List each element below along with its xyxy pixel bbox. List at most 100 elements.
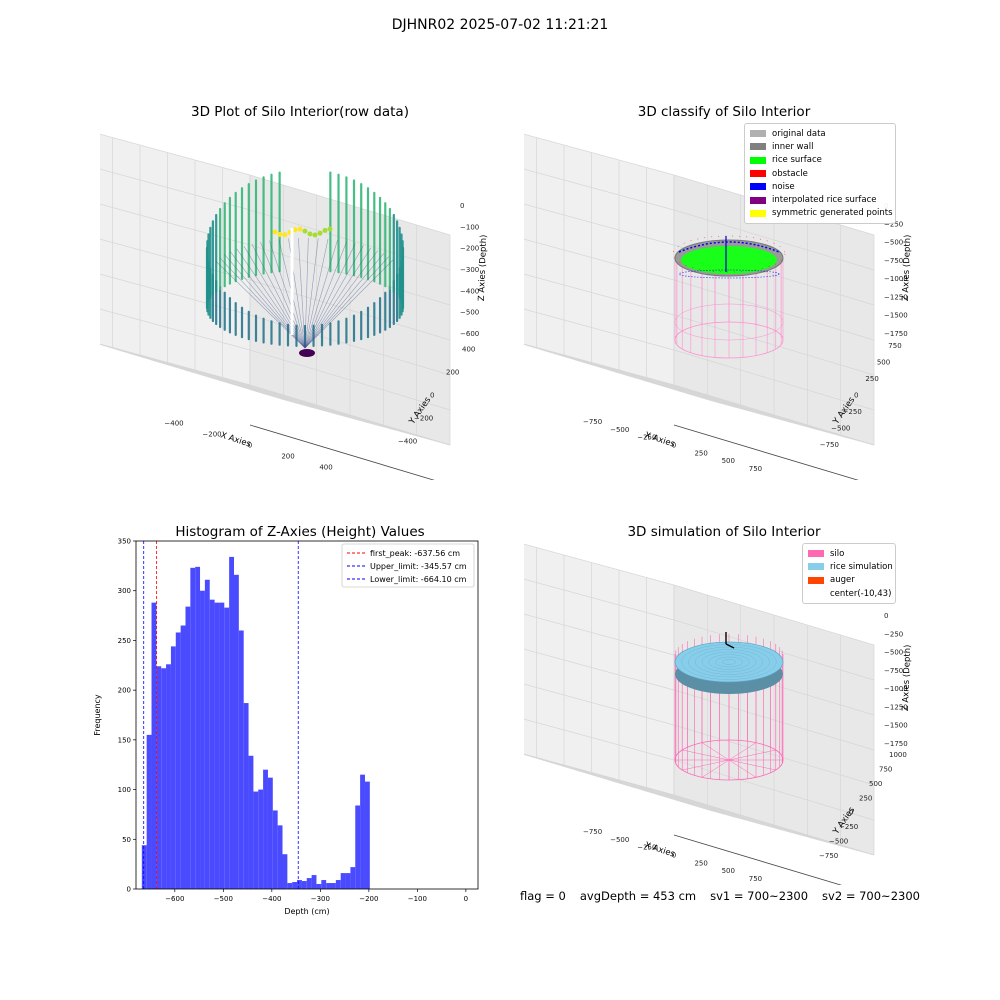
x-axis-label: X Axies [219,430,252,449]
x-tick-label: 0 [248,442,252,450]
histogram-bars [141,556,370,889]
obstacle-points [672,235,786,273]
x-tick-label: 500 [722,457,735,465]
z-tick-label: −300 [460,266,479,274]
histogram-bar [331,883,336,889]
histogram-bar [355,805,361,889]
histogram-bar [156,666,162,889]
y-axis-label: Frequency [93,694,102,736]
histogram-bar [263,769,268,889]
y-tick-label: −250 [843,408,862,416]
x-tick-label: −400 [164,420,183,428]
histogram-bar [146,734,152,889]
z-tick-label: −1750 [884,330,908,338]
x-tick-label: 400 [319,464,332,472]
histogram-bar [229,556,234,889]
status-footer: flag = 0 avgDepth = 453 cm sv1 = 700~2300 s… [520,889,934,903]
y-tick-label: −200 [414,415,433,423]
x-tick-label: 750 [749,875,762,883]
classify-legend-item: symmetric generated points [750,207,893,220]
raw-point-cloud [205,171,405,357]
legend-swatch [808,590,824,598]
histogram-bar [292,882,298,889]
histogram-bar [301,881,307,889]
histogram-chart: −600 −500 −400 −300 −200 −100 0 0 50 100 150 200 250… [93,538,479,916]
z-tick-label: −250 [884,220,903,228]
y-tick-label: 350 [118,538,131,546]
histogram-bar [364,781,370,889]
z-tick-label: −1750 [884,740,908,748]
simulation-legend-item: center(-10,43) [808,587,891,600]
z-tick-label: −500 [460,309,479,317]
plot-frame [135,540,479,890]
x-axis-line [249,424,435,480]
rice-surface [681,246,777,274]
z-tick-label: −1500 [884,312,908,320]
histogram-bar [345,873,351,889]
classify-legend-item: noise [750,180,890,193]
x-tick-label: −750 [583,828,602,836]
legend-swatch [808,550,824,558]
classify-legend-item: rice surface [750,154,890,167]
figure-title: DJHNR02 2025-07-02 11:21:21 [391,17,609,33]
histogram-bar [272,810,278,889]
histogram-bar [190,567,196,889]
legend-label: first_peak: -637.56 cm [370,549,460,558]
z-tick-label: −250 [884,630,903,638]
z-axis-label: Z Axies (Depth) [901,644,913,711]
z-tick-label: −750 [884,257,903,265]
x-axis-line [673,834,843,885]
simulation-plot-title: 3D simulation of Silo Interior [627,524,821,540]
histogram-bar [161,668,167,889]
y-tick-label: 0 [430,392,434,400]
rice-simulation [674,641,784,683]
histogram-bar [340,873,346,889]
z-tick-label: −500 [884,239,903,247]
x-axis-label: X Axies [643,430,676,449]
histogram-bar [243,703,249,889]
legend-label: original data [772,128,826,139]
histogram-bar [326,883,332,889]
x-tick-label: −400 [262,895,281,903]
y-tick-label: −750 [820,441,839,449]
z-tick-label: −100 [460,223,479,231]
histogram-bar [267,777,273,889]
histogram-bar [180,625,186,889]
pane-left [524,134,674,385]
x-tick-label: −250 [637,434,656,442]
z-tick-label: −1500 [884,722,908,730]
z-tick-label: −1250 [884,293,908,301]
y-tick-label: −500 [831,424,850,432]
y-tick-label: 250 [118,637,131,645]
legend-swatch [750,143,766,151]
histogram-bar [224,607,230,889]
legend-label: Lower_limit: -664.10 cm [370,575,467,584]
legend-label: noise [772,181,795,192]
legend-swatch [750,196,766,204]
x-tick-label: 0 [672,442,676,450]
z-axis-label: Z Axies (Depth) [477,234,489,301]
sv1-text: sv1 = 700~2300 [710,889,809,903]
legend-swatch [750,130,766,138]
pane-left [524,544,674,795]
x-tick-label: 0 [672,852,676,860]
z-tick-label: −600 [460,330,479,338]
z-tick-label: −400 [460,287,479,295]
x-axis-line [673,424,859,480]
x-tick-label: −500 [610,836,629,844]
z-tick-label: −200 [460,245,479,253]
grid [100,133,451,446]
y-tick-label: 200 [446,369,459,377]
histogram-bar [209,599,215,889]
x-axis-label: Depth (cm) [284,907,329,916]
x-tick-label: −750 [583,418,602,426]
legend-label: obstacle [772,168,808,179]
histogram-bar [141,845,147,889]
legend-label: auger [830,575,855,586]
x-tick-label: 500 [722,867,735,875]
y-tick-label: 50 [122,836,131,844]
y-tick-label: 300 [118,587,131,595]
y-tick-label: 500 [877,359,890,367]
legend-label: silo [830,548,845,559]
y-tick-label: −250 [839,823,858,831]
